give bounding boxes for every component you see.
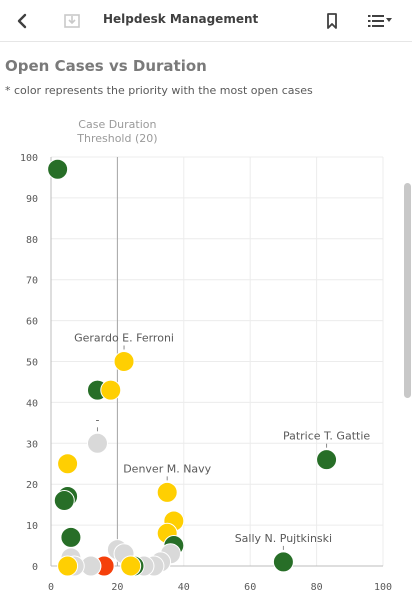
y-tick-label: 50 [26, 358, 38, 369]
y-tick-label: 30 [26, 439, 38, 450]
point-label: Gerardo E. Ferroni [74, 332, 174, 345]
scatter-point [113, 351, 135, 372]
scatter-point [57, 453, 79, 475]
list-menu-icon [368, 14, 392, 27]
point-label: Patrice T. Gattie [283, 430, 370, 443]
threshold-label: Threshold (20) [76, 132, 157, 145]
sheet-title: Open Cases vs Duration [5, 57, 207, 75]
x-tick-label: 60 [244, 582, 256, 593]
x-tick-label: 100 [374, 582, 392, 593]
scatter-point [86, 432, 108, 454]
point-label: Sally N. Pujtkinski [235, 532, 332, 545]
download-button[interactable] [58, 0, 86, 41]
y-tick-label: 70 [26, 276, 38, 287]
y-tick-label: 80 [26, 235, 38, 246]
scatter-point [316, 449, 338, 471]
x-tick-label: 40 [178, 582, 190, 593]
y-tick-label: 20 [26, 480, 38, 491]
scatter-point [57, 555, 79, 577]
y-tick-label: 10 [26, 521, 38, 532]
scatter-point [100, 379, 122, 401]
scatter-point [60, 526, 82, 548]
point-label: - [95, 413, 99, 426]
scatter-point [272, 551, 294, 573]
y-tick-label: 90 [26, 194, 38, 205]
bookmark-button[interactable] [320, 0, 344, 41]
scatter-point [156, 481, 178, 503]
sheet-menu-button[interactable] [364, 0, 396, 41]
top-toolbar: Helpdesk Management [0, 0, 412, 42]
threshold-label: Case Duration [78, 118, 156, 131]
scatter-point [120, 555, 142, 577]
bookmark-icon [327, 12, 337, 29]
point-label: Denver M. Navy [123, 462, 211, 475]
vertical-scrollbar[interactable] [404, 183, 411, 398]
back-button[interactable] [8, 0, 36, 41]
x-tick-label: 20 [111, 582, 123, 593]
chart-subtitle: * color represents the priority with the… [5, 84, 313, 97]
download-icon [64, 13, 80, 28]
y-tick-label: 100 [20, 153, 38, 164]
x-tick-label: 0 [48, 582, 54, 593]
y-tick-label: 0 [32, 562, 38, 573]
y-tick-label: 60 [26, 317, 38, 328]
y-tick-label: 40 [26, 398, 38, 409]
scatter-point [47, 158, 69, 180]
x-tick-label: 80 [311, 582, 323, 593]
scatter-point [53, 490, 75, 512]
app-title: Helpdesk Management [103, 12, 259, 26]
back-arrow-icon [17, 13, 27, 28]
